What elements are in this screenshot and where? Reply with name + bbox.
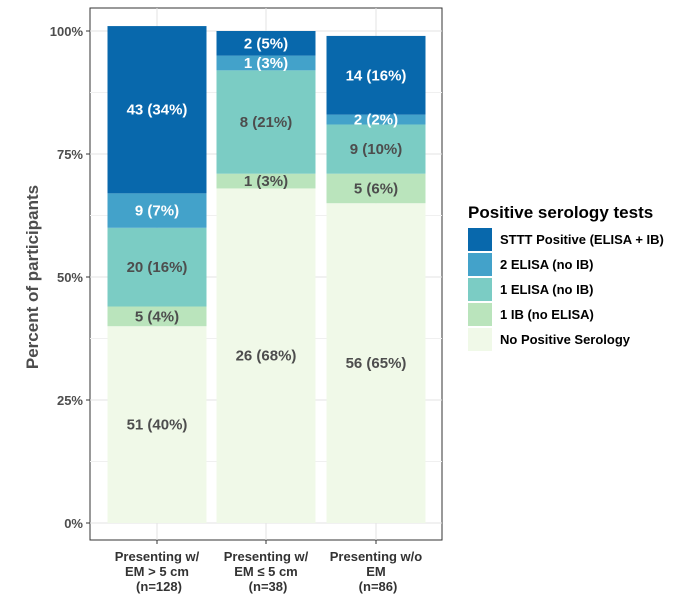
axes: 0%25%50%75%100%Presenting w/EM > 5 cm(n=… <box>50 24 423 594</box>
data-label: 56 (65%) <box>346 355 407 372</box>
x-tick-label: EM <box>366 564 386 579</box>
bar-segment <box>216 55 316 71</box>
y-tick-label: 75% <box>57 147 83 162</box>
data-label: 20 (16%) <box>127 259 188 276</box>
data-label: 2 (5%) <box>244 35 288 52</box>
y-tick-label: 25% <box>57 393 83 408</box>
bar-segment <box>216 31 316 56</box>
bar-segment <box>216 70 316 174</box>
x-tick-label: EM > 5 cm <box>125 564 189 579</box>
x-tick-label: Presenting w/o <box>330 549 423 564</box>
bar-segment <box>107 193 207 228</box>
data-label: 1 (3%) <box>244 55 288 72</box>
bar-segment <box>107 306 207 327</box>
data-label: 5 (4%) <box>135 308 179 325</box>
x-tick-label: Presenting w/ <box>115 549 200 564</box>
x-tick-label: (n=86) <box>359 579 398 594</box>
bars <box>107 26 426 523</box>
x-tick-label: (n=38) <box>249 579 288 594</box>
legend: Positive serology tests STTT Positive (E… <box>468 203 664 351</box>
data-label: 26 (68%) <box>236 348 297 365</box>
bar-segment <box>326 114 426 125</box>
data-label: 14 (16%) <box>346 67 407 84</box>
y-axis-title: Percent of participants <box>23 185 42 369</box>
legend-swatch <box>468 328 492 351</box>
data-label: 2 (2%) <box>354 112 398 129</box>
y-tick-label: 0% <box>64 516 83 531</box>
segment-labels: 51 (40%) 5 (4%) 20 (16%) 9 (7%) 43 (34%) 26 (… <box>127 35 407 433</box>
bar-segment <box>326 203 426 523</box>
x-tick-label: Presenting w/ <box>224 549 309 564</box>
legend-swatch <box>468 278 492 301</box>
legend-swatch <box>468 303 492 326</box>
legend-label: STTT Positive (ELISA + IB) <box>500 232 664 247</box>
legend-label: 2 ELISA (no IB) <box>500 257 593 272</box>
legend-swatch <box>468 228 492 251</box>
bar-segment <box>326 35 426 115</box>
bar-segment <box>326 173 426 204</box>
data-label: 1 (3%) <box>244 173 288 190</box>
legend-label: 1 ELISA (no IB) <box>500 282 593 297</box>
legend-label: 1 IB (no ELISA) <box>500 307 594 322</box>
data-label: 5 (6%) <box>354 180 398 197</box>
x-tick-label: (n=128) <box>136 579 182 594</box>
data-label: 43 (34%) <box>127 102 188 119</box>
legend-title: Positive serology tests <box>468 203 653 222</box>
legend-swatch <box>468 253 492 276</box>
y-tick-label: 100% <box>50 24 84 39</box>
y-tick-label: 50% <box>57 270 83 285</box>
data-label: 9 (7%) <box>135 203 179 220</box>
data-label: 8 (21%) <box>240 114 293 131</box>
bar-segment <box>107 227 207 307</box>
bar-segment <box>216 188 316 523</box>
data-label: 51 (40%) <box>127 417 188 434</box>
bar-segment <box>326 124 426 174</box>
data-label: 9 (10%) <box>350 141 403 158</box>
legend-label: No Positive Serology <box>500 332 631 347</box>
bar-segment <box>216 173 316 189</box>
bar-segment <box>107 26 207 194</box>
x-tick-label: EM ≤ 5 cm <box>234 564 298 579</box>
bar-segment <box>107 326 207 523</box>
